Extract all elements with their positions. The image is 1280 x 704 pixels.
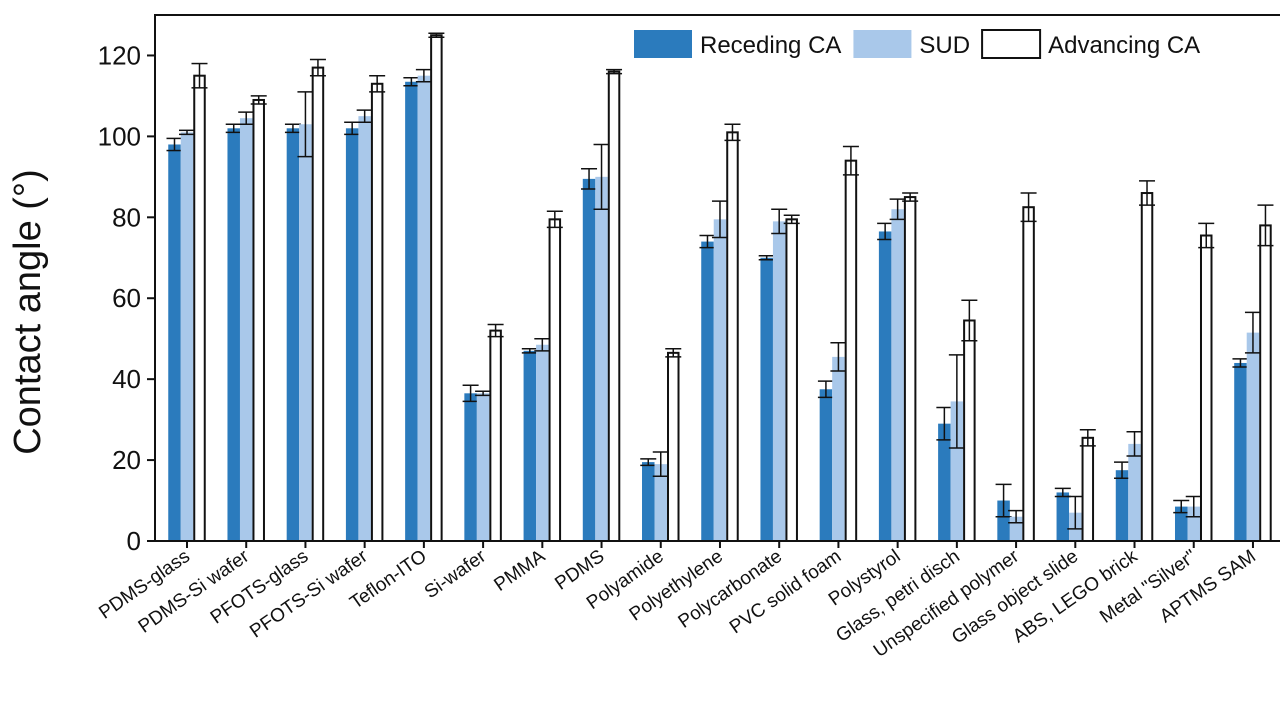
bar-receding-ca — [1056, 492, 1070, 541]
bar-advancing-ca — [1259, 224, 1272, 542]
bar-receding-ca — [1234, 362, 1247, 541]
bar-advancing-ca — [1140, 192, 1154, 542]
bar-receding-ca — [701, 241, 714, 542]
bar-receding-ca — [523, 350, 537, 541]
bar-receding-ca — [464, 393, 477, 541]
x-category-label: PMMA — [490, 546, 549, 596]
bar-advancing-ca — [430, 34, 443, 542]
bar-sud — [772, 221, 786, 541]
bar-advancing-ca — [193, 74, 206, 542]
y-tick-label: 40 — [112, 364, 141, 394]
bar-receding-ca — [938, 423, 951, 541]
bar-receding-ca — [642, 462, 655, 541]
bars-layer — [166, 32, 1274, 543]
bar-advancing-ca — [252, 98, 265, 542]
bar-advancing-ca — [903, 196, 917, 542]
legend: Receding CA SUD Advancing CA — [634, 29, 1200, 59]
y-tick-label: 0 — [127, 526, 141, 556]
y-axis-title: Contact angle (°) — [7, 169, 49, 455]
bar-advancing-ca — [1081, 436, 1095, 543]
bar-receding-ca — [1115, 470, 1129, 541]
bar-advancing-ca — [667, 351, 680, 542]
bar-advancing-ca — [1199, 234, 1213, 542]
bar-sud — [891, 209, 904, 541]
axes-layer — [154, 14, 1280, 542]
legend-label: Advancing CA — [1048, 32, 1200, 59]
bar-advancing-ca — [963, 319, 976, 542]
legend-swatch — [981, 29, 1042, 59]
y-tick-label: 100 — [98, 121, 141, 151]
bar-sud — [713, 219, 727, 542]
bar-advancing-ca — [311, 66, 325, 542]
bar-sud — [1128, 443, 1141, 541]
bar-advancing-ca — [785, 218, 798, 542]
x-category-label: Si-wafer — [421, 546, 491, 604]
bar-receding-ca — [878, 231, 892, 541]
bar-advancing-ca — [1022, 206, 1035, 542]
y-axis-ticks: 0 20 40 60 80 100 120 — [98, 40, 155, 556]
bar-receding-ca — [286, 128, 300, 542]
bar-receding-ca — [227, 128, 240, 542]
legend-label: SUD — [919, 32, 970, 59]
bar-sud — [417, 75, 431, 541]
bar-sud — [595, 176, 608, 541]
bar-receding-ca — [405, 81, 418, 541]
bar-receding-ca — [582, 178, 596, 541]
bar-advancing-ca — [844, 159, 858, 543]
bar-sud — [476, 393, 490, 541]
bar-receding-ca — [345, 128, 359, 542]
bar-sud — [358, 116, 371, 542]
bar-sud — [832, 356, 845, 541]
bar-sud — [950, 401, 964, 541]
bar-sud — [1187, 506, 1200, 541]
y-tick-label: 80 — [112, 202, 141, 232]
bar-receding-ca — [168, 144, 181, 541]
y-tick-label: 20 — [112, 445, 141, 475]
bar-sud — [536, 344, 549, 541]
bar-sud — [1246, 332, 1260, 541]
bar-advancing-ca — [726, 131, 739, 542]
plot-frame — [154, 14, 1280, 542]
bar-advancing-ca — [370, 82, 384, 543]
bar-receding-ca — [1174, 506, 1188, 541]
bar-receding-ca — [760, 257, 773, 541]
legend-label: Receding CA — [700, 32, 841, 59]
y-tick-label: 120 — [98, 40, 141, 70]
y-tick-label: 60 — [112, 283, 141, 313]
bar-sud — [654, 464, 668, 541]
bar-sud — [299, 124, 312, 541]
bar-sud — [239, 118, 253, 541]
bar-sud — [180, 132, 194, 542]
bar-receding-ca — [819, 389, 833, 541]
legend-swatch — [853, 30, 912, 58]
bar-advancing-ca — [489, 329, 502, 542]
legend-swatch — [634, 30, 692, 58]
bar-advancing-ca — [548, 218, 562, 542]
bar-advancing-ca — [607, 70, 621, 543]
bar-receding-ca — [997, 500, 1010, 541]
